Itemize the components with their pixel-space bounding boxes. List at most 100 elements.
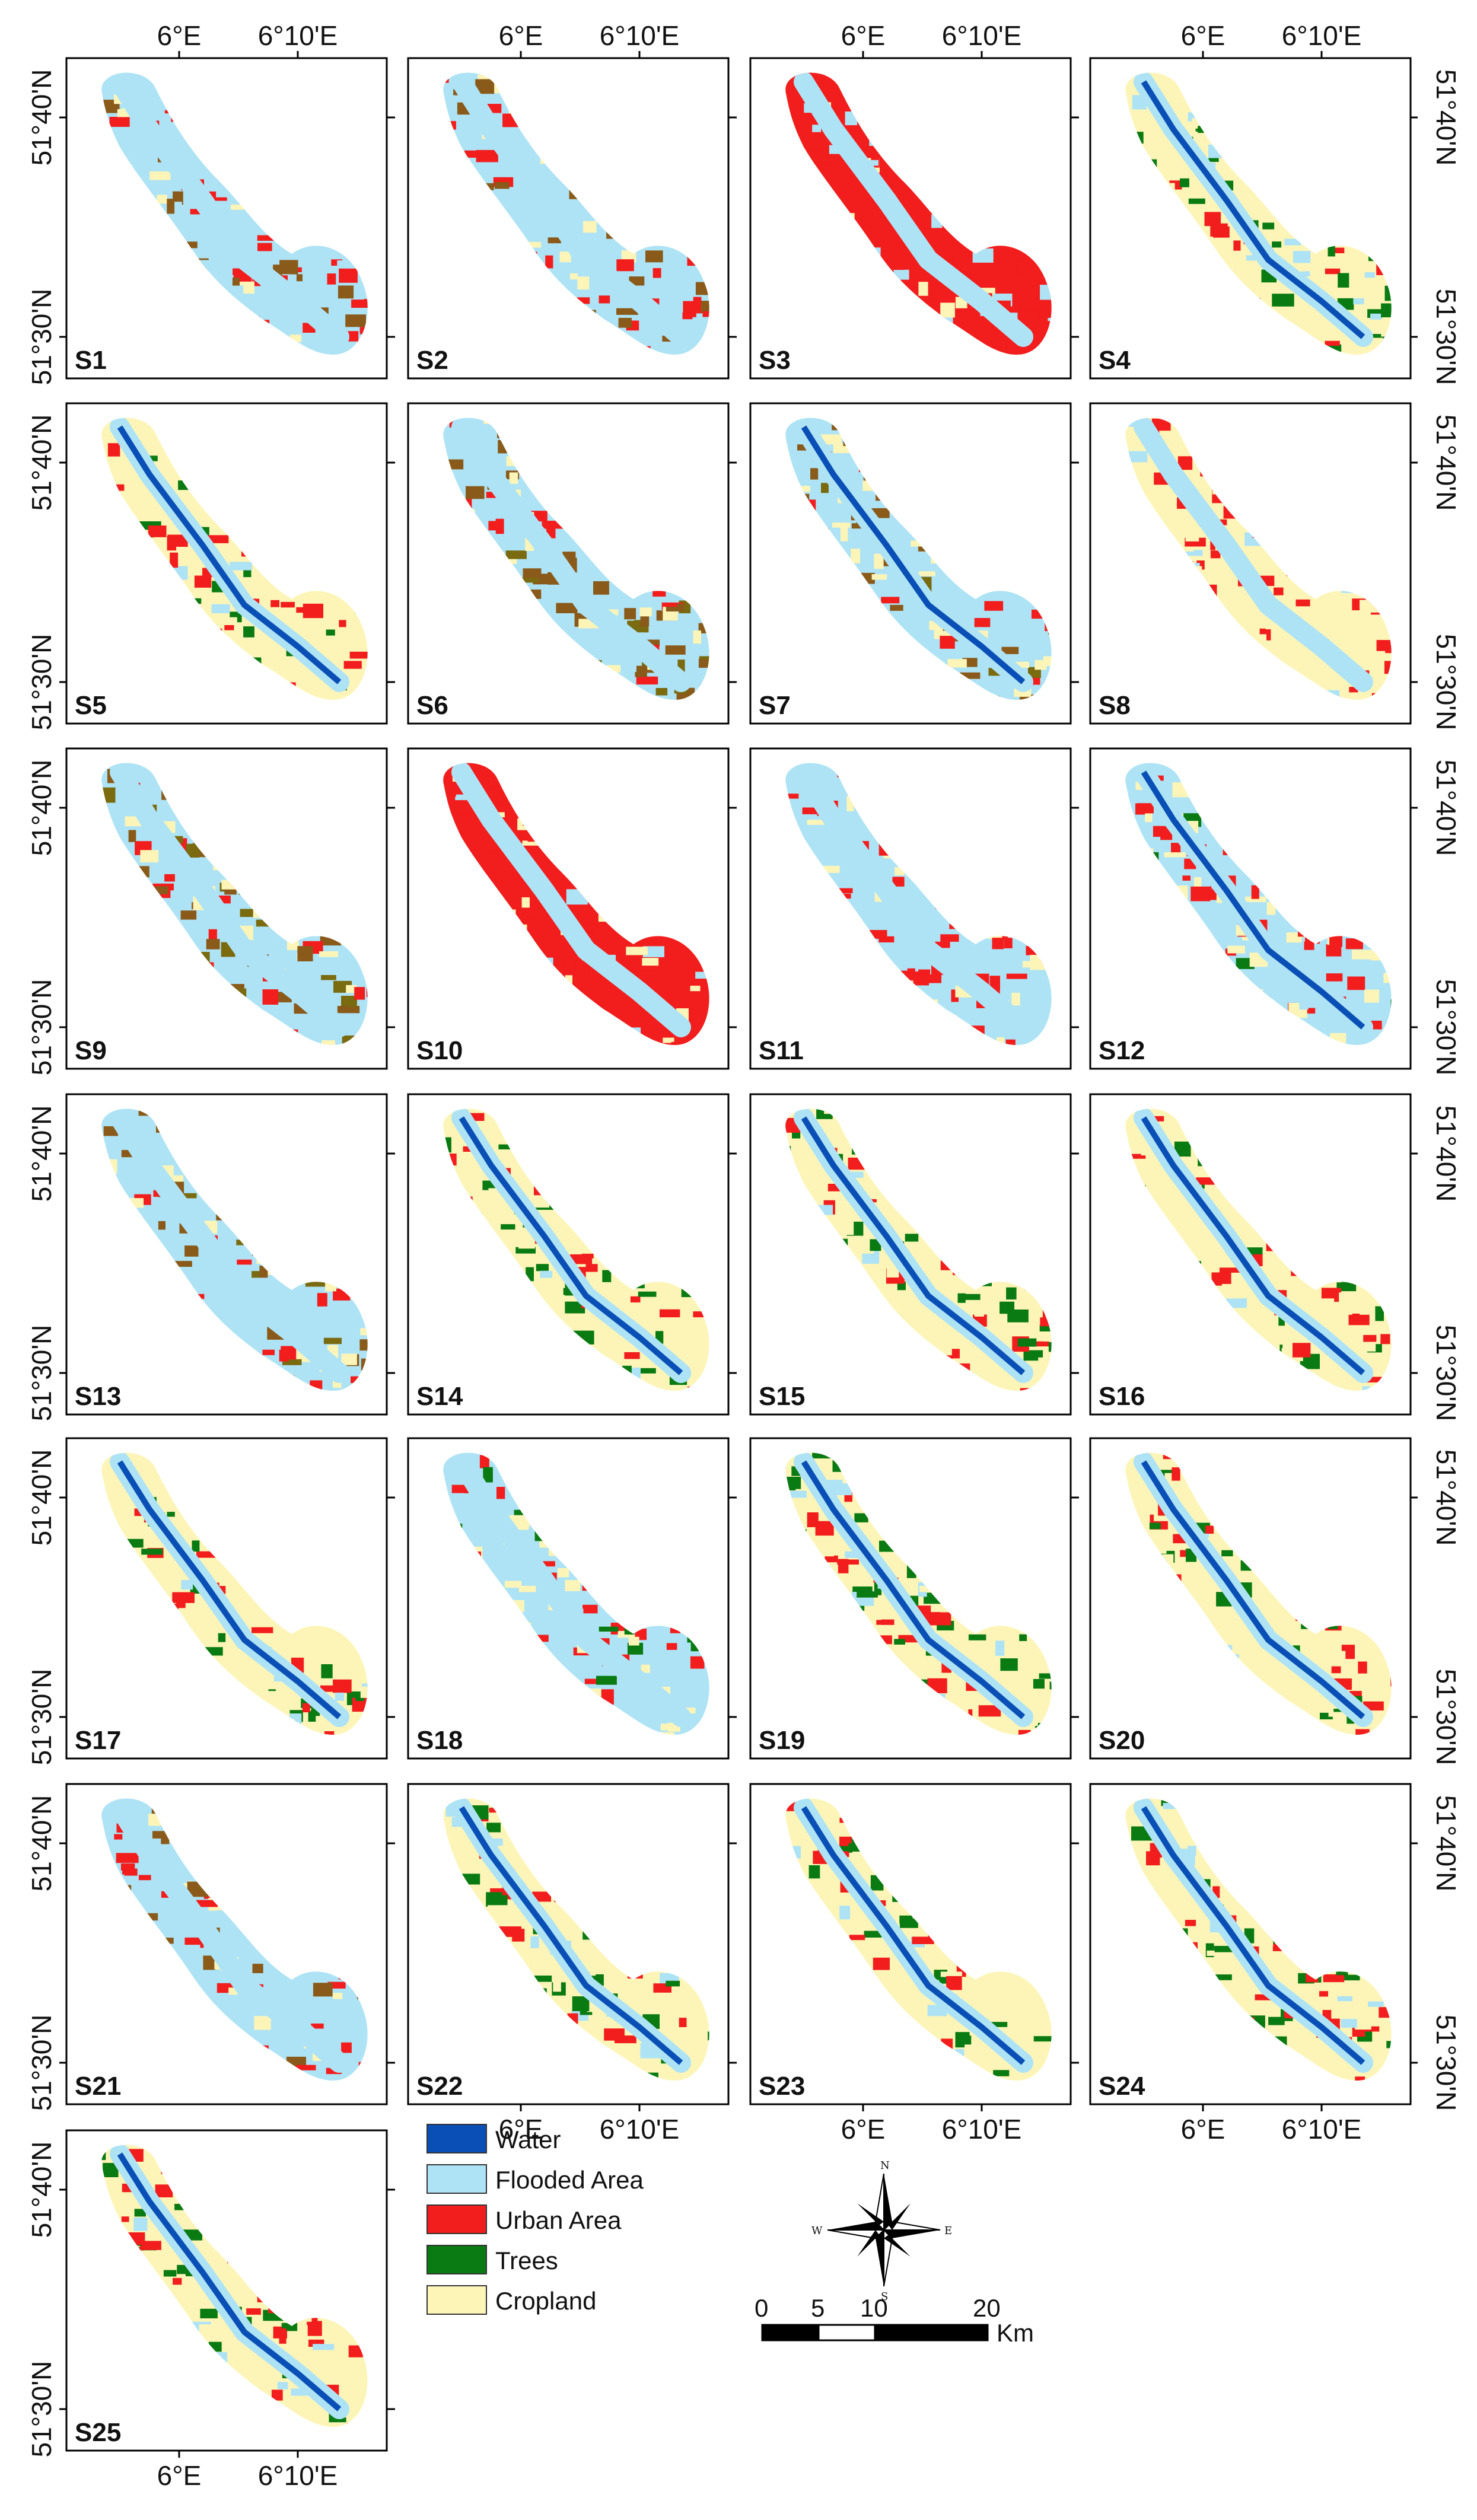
latitude-label: 51°30'N xyxy=(26,1325,57,1422)
legend: Water Flooded Area Urban Area Trees Crop… xyxy=(426,2124,644,2315)
map-panel-s9: S9 51°40'N 51°30'N xyxy=(26,747,395,1076)
scale-bar: 0 5 10 20 Km xyxy=(755,2294,1034,2347)
legend-label-water: Water xyxy=(495,2126,561,2153)
longitude-label: 6°E xyxy=(841,20,886,51)
longitude-label: 6°10'E xyxy=(942,20,1022,51)
latitude-label: 51°30'N xyxy=(26,289,57,386)
panel-label: S15 xyxy=(759,1382,805,1411)
latitude-label: 51°30'N xyxy=(26,1669,57,1766)
panel-label: S25 xyxy=(75,2418,121,2447)
panel-label: S18 xyxy=(416,1726,463,1755)
longitude-label: 6°10'E xyxy=(1282,20,1362,51)
legend-item-trees: Trees xyxy=(426,2245,558,2274)
latitude-label: 51°40'N xyxy=(26,1106,57,1202)
longitude-label: 6°E xyxy=(841,2114,886,2145)
legend-label-flooded-area: Flooded Area xyxy=(495,2166,644,2194)
map-panel-s8: S8 51°40'N 51°30'N xyxy=(1089,402,1462,730)
legend-swatch-urban-area xyxy=(426,2204,487,2234)
latitude-label: 51°30'N xyxy=(26,979,57,1076)
panel-label: S21 xyxy=(75,2072,121,2101)
map-panel-s1: S1 6°E 6°10'E 51°40'N 51°30'N xyxy=(26,20,395,385)
panel-label: S20 xyxy=(1099,1726,1145,1755)
panel-label: S12 xyxy=(1099,1036,1145,1065)
scale-unit: Km xyxy=(997,2319,1034,2347)
latitude-label: 51°40'N xyxy=(1431,415,1462,511)
map-panels: S1 6°E 6°10'E 51°40'N 51°30'N S2 6°E 6°10'E S3 6°… xyxy=(26,20,1462,2491)
scale-segment-5-10 xyxy=(817,2324,876,2341)
panel-label: S10 xyxy=(416,1036,463,1065)
scale-tick-20: 20 xyxy=(973,2294,1001,2322)
map-panel-s17: S17 51°40'N 51°30'N xyxy=(26,1437,395,1766)
longitude-label: 6°10'E xyxy=(258,20,338,51)
longitude-label: 6°E xyxy=(1181,2114,1225,2145)
longitude-label: 6°E xyxy=(1181,20,1225,51)
legend-swatch-water xyxy=(426,2124,487,2153)
map-panel-s23: S23 6°E 6°10'E xyxy=(749,1783,1079,2145)
panel-label: S1 xyxy=(75,346,107,375)
compass-south: S xyxy=(881,2290,888,2303)
latitude-label: 51°40'N xyxy=(26,415,57,511)
compass-west: W xyxy=(811,2225,823,2237)
legend-item-water: Water xyxy=(426,2124,561,2153)
panel-label: S3 xyxy=(759,346,791,375)
map-panel-s21: S21 51°40'N 51°30'N xyxy=(26,1783,395,2111)
legend-label-urban-area: Urban Area xyxy=(495,2206,622,2234)
longitude-label: 6°10'E xyxy=(600,2114,680,2145)
latitude-label: 51°40'N xyxy=(1431,1449,1462,1546)
map-panel-s7: S7 xyxy=(749,402,1079,725)
map-panel-s15: S15 xyxy=(749,1093,1079,1416)
panel-label: S16 xyxy=(1099,1382,1145,1411)
map-panel-s6: S6 xyxy=(407,402,737,725)
latitude-label: 51°40'N xyxy=(26,1795,57,1892)
legend-swatch-flooded-area xyxy=(426,2164,487,2194)
panel-label: S13 xyxy=(75,1382,121,1411)
scale-tick-10: 10 xyxy=(860,2294,888,2322)
latitude-label: 51°40'N xyxy=(26,1449,57,1546)
latitude-label: 51°30'N xyxy=(1431,289,1462,386)
map-panel-s14: S14 xyxy=(407,1093,737,1416)
scale-tick-5: 5 xyxy=(811,2294,825,2322)
map-panel-s13: S13 51°40'N 51°30'N xyxy=(26,1093,395,1422)
legend-item-flooded-area: Flooded Area xyxy=(426,2164,644,2194)
scale-segment-0-5 xyxy=(761,2324,820,2341)
map-panel-s20: S20 51°40'N 51°30'N xyxy=(1089,1437,1462,1766)
latitude-label: 51°40'N xyxy=(1431,1795,1462,1892)
legend-swatch-cropland xyxy=(426,2285,487,2315)
latitude-label: 51°30'N xyxy=(1431,979,1462,1076)
land-cover-map xyxy=(1125,763,1392,1046)
panel-label: S6 xyxy=(416,691,448,720)
latitude-label: 51°30'N xyxy=(26,2015,57,2111)
map-panel-s4: S4 6°E 6°10'E 51°40'N 51°30'N xyxy=(1089,20,1462,386)
latitude-label: 51°40'N xyxy=(1431,1106,1462,1202)
map-panel-s25: S25 51°40'N 51°30'N 6°E 6°10'E xyxy=(26,2129,395,2491)
latitude-label: 51°40'N xyxy=(1431,760,1462,856)
latitude-label: 51°40'N xyxy=(1431,69,1462,166)
map-panel-s12: S12 51°40'N 51°30'N xyxy=(1089,747,1462,1076)
panel-label: S24 xyxy=(1099,2072,1145,2101)
map-panel-s11: S11 xyxy=(749,747,1079,1070)
map-panel-s2: S2 6°E 6°10'E xyxy=(407,20,737,380)
longitude-label: 6°E xyxy=(499,20,543,51)
legend-label-cropland: Cropland xyxy=(495,2287,596,2315)
longitude-label: 6°10'E xyxy=(942,2114,1022,2145)
map-panel-s3: S3 6°E 6°10'E xyxy=(749,20,1079,380)
latitude-label: 51°40'N xyxy=(26,69,57,166)
compass-north: N xyxy=(880,2159,890,2172)
longitude-label: 6°10'E xyxy=(258,2460,338,2491)
panel-label: S23 xyxy=(759,2072,805,2101)
longitude-label: 6°E xyxy=(157,2460,202,2491)
legend-item-cropland: Cropland xyxy=(426,2285,596,2315)
map-panel-s18: S18 xyxy=(407,1437,737,1760)
map-panel-s16: S16 51°40'N 51°30'N xyxy=(1089,1093,1462,1422)
latitude-label: 51°30'N xyxy=(1431,1325,1462,1422)
legend-swatch-trees xyxy=(426,2245,487,2274)
panel-label: S2 xyxy=(416,346,448,375)
panel-label: S7 xyxy=(759,691,791,720)
scale-tick-0: 0 xyxy=(755,2294,768,2322)
scale-segment-10-20 xyxy=(874,2324,989,2341)
latitude-label: 51°30'N xyxy=(1431,1669,1462,1766)
longitude-label: 6°10'E xyxy=(1282,2114,1362,2145)
legend-item-urban-area: Urban Area xyxy=(426,2204,622,2234)
latitude-label: 51°30'N xyxy=(1431,2015,1462,2111)
latitude-label: 51°40'N xyxy=(26,760,57,856)
